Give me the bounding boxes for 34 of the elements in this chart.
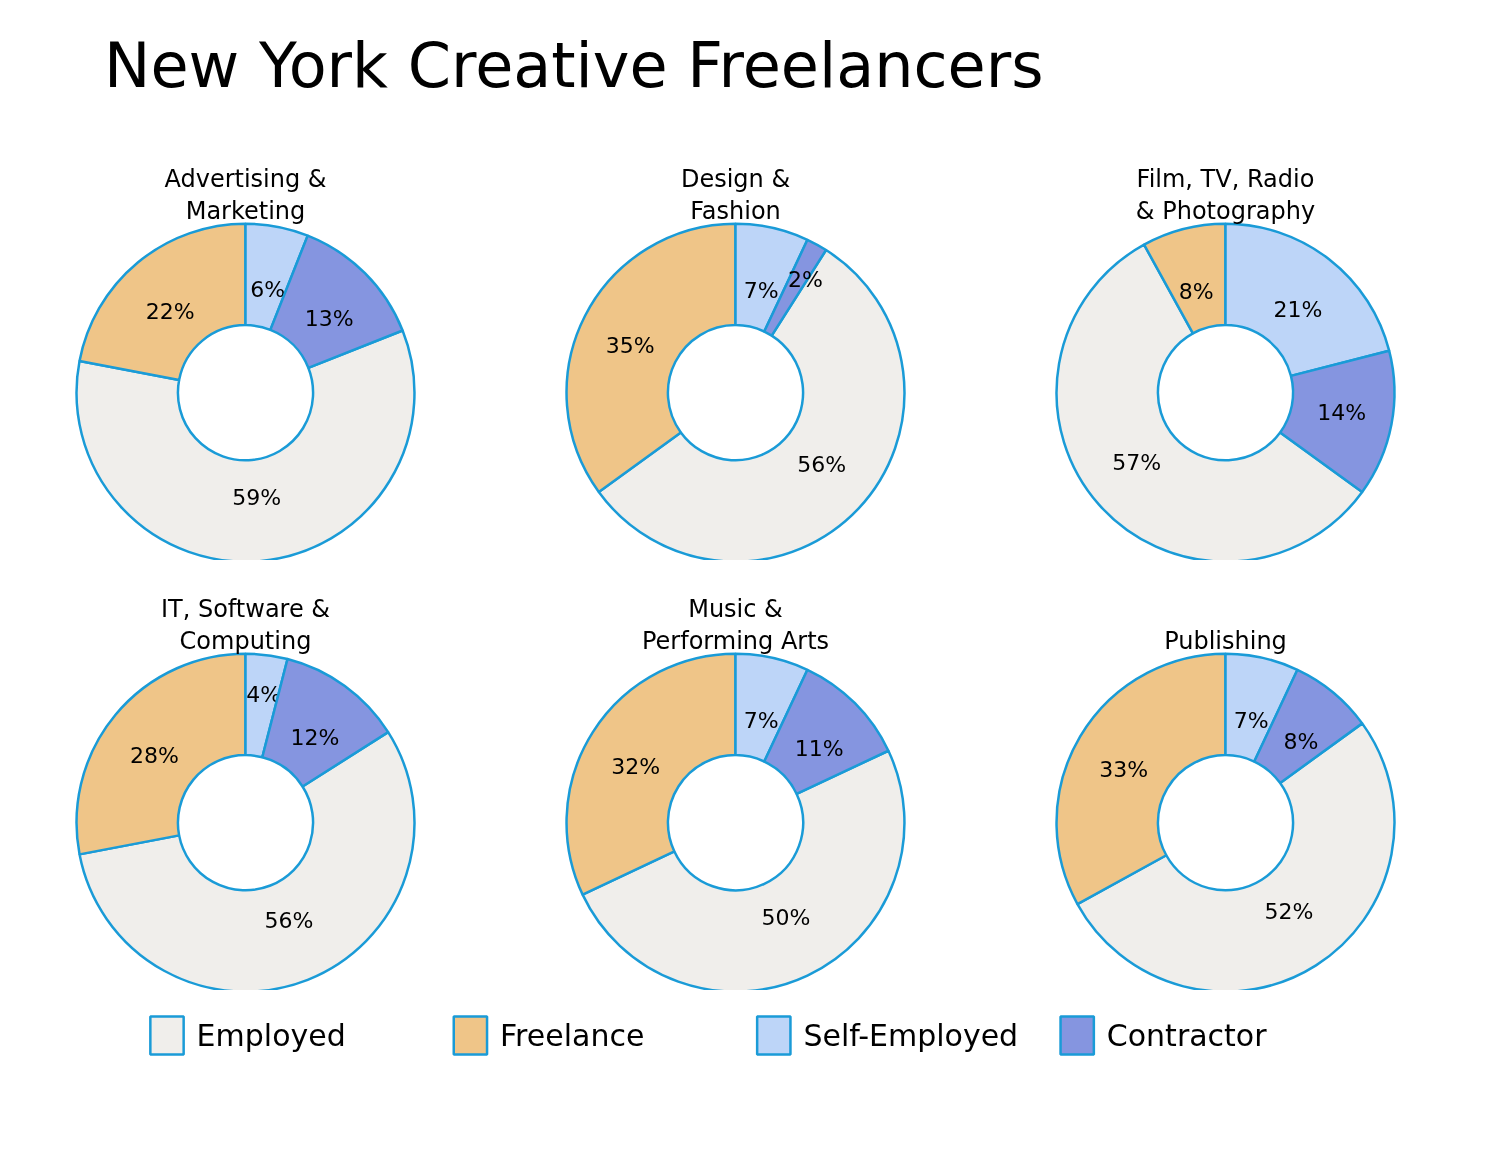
legend-label: Employed xyxy=(196,1018,346,1053)
data-label: 21% xyxy=(1273,297,1323,323)
data-label: 7% xyxy=(743,277,779,303)
data-label: 12% xyxy=(290,725,340,751)
chart-title: Music & Performing Arts xyxy=(641,594,830,655)
data-label: 22% xyxy=(145,299,195,325)
data-label: 35% xyxy=(605,332,655,358)
chart-title: Advertising & Marketing xyxy=(164,164,327,225)
data-label: 33% xyxy=(1099,756,1149,782)
chart-title: IT, Software & Computing xyxy=(160,594,331,655)
data-label: 52% xyxy=(1264,898,1314,924)
data-label: 11% xyxy=(794,736,844,762)
data-label: 13% xyxy=(304,306,354,332)
data-label: 6% xyxy=(250,277,286,303)
legend-label: Contractor xyxy=(1106,1018,1268,1053)
data-label: 8% xyxy=(1178,278,1214,304)
data-label: 7% xyxy=(1233,707,1269,733)
data-label: 59% xyxy=(232,484,282,510)
data-label: 50% xyxy=(761,905,811,931)
chart-title: Publishing xyxy=(1164,626,1287,655)
data-label: 56% xyxy=(797,451,847,477)
data-label: 7% xyxy=(743,707,779,733)
legend-label: Freelance xyxy=(500,1018,645,1053)
data-label: 57% xyxy=(1112,449,1162,475)
legend-label: Self-Employed xyxy=(803,1018,1019,1053)
chart-title: Film, TV, Radio & Photography xyxy=(1135,164,1316,225)
data-label: 8% xyxy=(1283,729,1319,755)
data-label: 56% xyxy=(264,907,314,933)
chart-title: Design & Fashion xyxy=(680,164,791,225)
data-label: 2% xyxy=(788,267,823,293)
data-label: 28% xyxy=(129,743,179,769)
text: New York Creative Freelancers xyxy=(104,29,1044,102)
data-label: 32% xyxy=(611,754,661,779)
data-label: 14% xyxy=(1317,399,1367,425)
